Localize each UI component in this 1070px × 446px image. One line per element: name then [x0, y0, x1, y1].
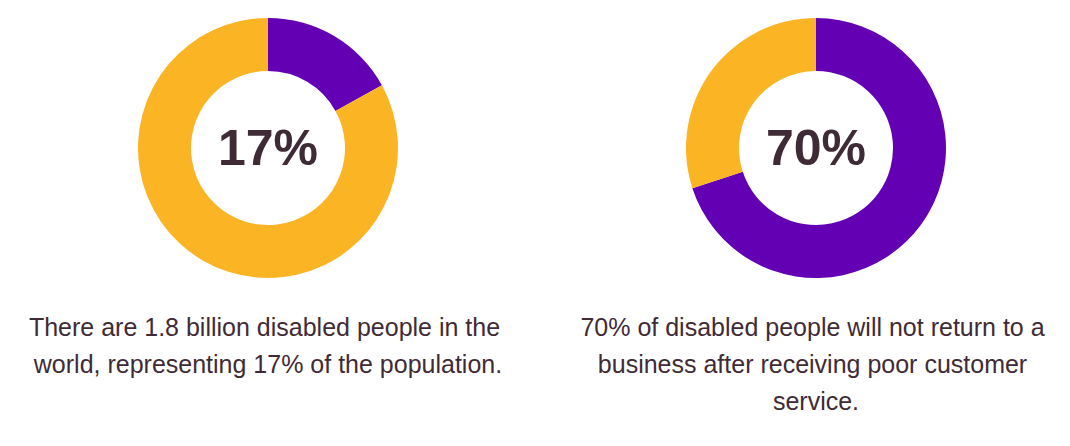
svg-text:world, representing 17% of the: world, representing 17% of the populatio… — [33, 350, 502, 378]
svg-text:There are 1.8 billion disabled: There are 1.8 billion disabled people in… — [29, 313, 507, 341]
svg-text:17%: 17% — [218, 120, 318, 176]
svg-text:70% of disabled people will no: 70% of disabled people will not return t… — [580, 313, 1051, 341]
svg-text:business after receiving poor: business after receiving poor customer — [598, 350, 1034, 378]
svg-text:service.: service. — [773, 387, 859, 415]
svg-text:70%: 70% — [766, 120, 866, 176]
